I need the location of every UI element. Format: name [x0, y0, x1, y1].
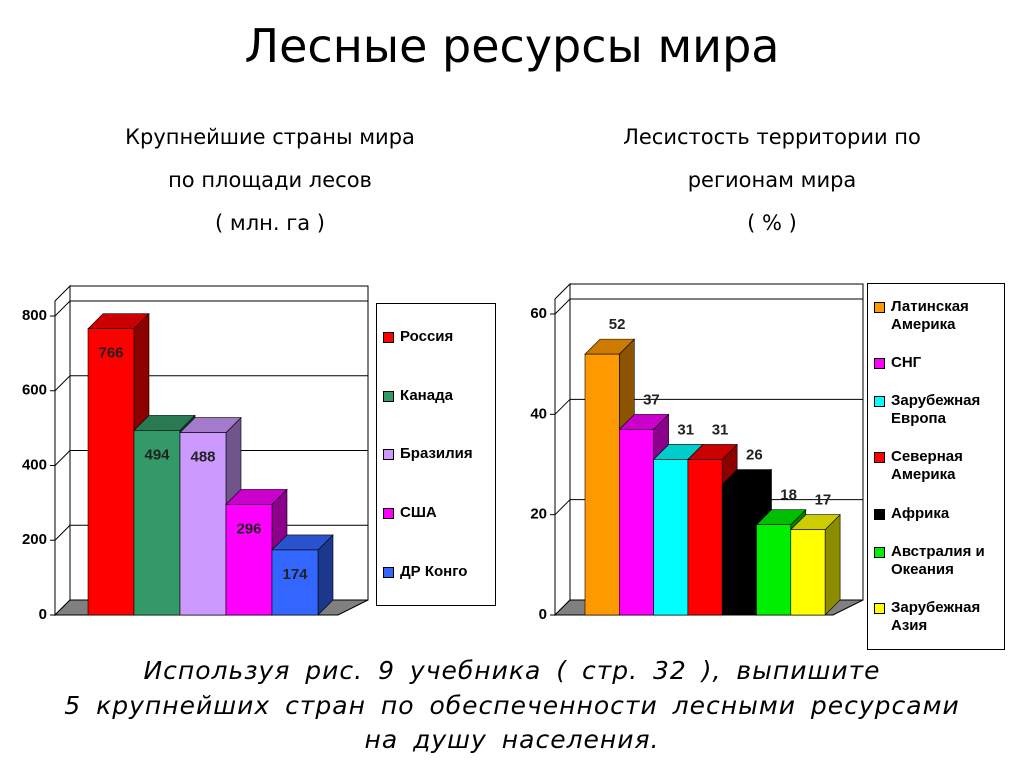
- legend-swatch: [874, 452, 885, 464]
- bar: [790, 529, 826, 616]
- grid-line: [54, 300, 71, 317]
- y-tick-label: 200: [22, 531, 47, 548]
- grid-line: [54, 450, 71, 466]
- legend-swatch: [874, 396, 885, 408]
- data-label: 18: [780, 487, 797, 504]
- legend-item: Африка: [874, 505, 998, 523]
- chart-subtitle: Лесистость территории по: [623, 125, 921, 149]
- chart-subtitle: по площади лесов: [168, 168, 372, 192]
- legend-label: США: [400, 504, 437, 522]
- legend-item: Россия: [383, 328, 489, 346]
- bar: [133, 430, 181, 616]
- legend: Россия Канада Бразилия США ДР Конго: [376, 303, 496, 606]
- legend-swatch: [383, 332, 394, 344]
- grid-line: [54, 375, 71, 392]
- task-line: Используя рис. 9 учебника ( стр. 32 ), в…: [143, 656, 881, 685]
- legend-swatch: [874, 546, 885, 558]
- legend-swatch: [874, 508, 885, 520]
- data-label: 296: [236, 520, 261, 537]
- grid-line: [554, 298, 571, 315]
- y-tick-label: 0: [39, 606, 47, 623]
- task-line: 5 крупнейших стран по обеспеченности лес…: [64, 691, 960, 720]
- legend-label: Латинская Америка: [891, 298, 969, 334]
- y-tick-label: 400: [22, 456, 47, 473]
- data-label: 37: [643, 391, 660, 408]
- bar: [756, 524, 792, 616]
- legend-item: ДР Конго: [383, 563, 489, 581]
- legend: Латинская Америка СНГ Зарубежная Европа Сев…: [867, 283, 1005, 650]
- bar: [584, 353, 620, 616]
- bar: [87, 328, 135, 616]
- bar: [271, 549, 319, 616]
- bar: [687, 459, 723, 616]
- legend-label: Австралия и Океания: [891, 542, 985, 578]
- data-label: 488: [190, 449, 215, 466]
- grid-line: [554, 398, 571, 415]
- bar: [618, 429, 654, 616]
- legend-swatch: [383, 566, 394, 578]
- legend-item: Австралия и Океания: [874, 543, 998, 579]
- y-tick-label: 600: [22, 382, 47, 399]
- legend-swatch: [383, 449, 394, 461]
- data-label: 494: [144, 446, 170, 463]
- y-tick-label: 60: [530, 305, 547, 322]
- legend-swatch: [383, 508, 394, 520]
- legend-label: Канада: [400, 386, 453, 404]
- legend-item: Зарубежная Азия: [874, 599, 998, 635]
- data-label: 52: [609, 316, 626, 333]
- bar-side: [824, 513, 841, 616]
- legend-item: США: [383, 504, 489, 522]
- y-tick-label: 0: [539, 606, 547, 623]
- legend-label: СНГ: [891, 354, 922, 372]
- legend-item: Латинская Америка: [874, 298, 998, 334]
- legend-swatch: [874, 602, 885, 614]
- legend-label: Зарубежная Азия: [891, 598, 981, 634]
- bar: [653, 459, 689, 616]
- grid-line: [554, 499, 571, 516]
- chart-subtitle: регионам мира: [688, 168, 857, 192]
- data-label: 174: [282, 566, 308, 583]
- y-tick-label: 20: [530, 506, 547, 523]
- chart-subtitle: Крупнейшие страны мира: [125, 125, 415, 149]
- legend-swatch: [874, 358, 885, 370]
- legend-label: Зарубежная Европа: [891, 392, 981, 428]
- data-label: 31: [677, 421, 694, 438]
- y-tick-label: 800: [22, 307, 47, 324]
- grid-line: [54, 524, 71, 541]
- legend-label: Северная Америка: [891, 448, 963, 484]
- bar: [721, 484, 757, 616]
- side-wall: [54, 284, 71, 617]
- y-tick-label: 40: [530, 405, 547, 422]
- data-label: 766: [98, 345, 123, 362]
- legend-item: Зарубежная Европа: [874, 392, 998, 428]
- data-label: 31: [712, 421, 729, 438]
- legend-item: Бразилия: [383, 445, 489, 463]
- legend-label: ДР Конго: [400, 562, 468, 580]
- legend-item: Северная Америка: [874, 448, 998, 484]
- legend-item: Канада: [383, 387, 489, 405]
- chart-subtitle: ( млн. га ): [215, 211, 325, 235]
- chart-subtitle: ( % ): [747, 211, 797, 235]
- legend-swatch: [383, 390, 394, 402]
- task-line: на душу населения.: [364, 725, 660, 754]
- legend-label: Бразилия: [400, 445, 473, 463]
- data-label: 26: [746, 447, 763, 464]
- bar: [225, 504, 273, 616]
- legend-item: СНГ: [874, 354, 998, 372]
- slide-title: Лесные ресурсы мира: [245, 19, 780, 73]
- legend-swatch: [874, 302, 885, 314]
- legend-label: Африка: [891, 504, 950, 522]
- data-label: 17: [815, 492, 832, 509]
- side-wall: [554, 282, 571, 617]
- legend-label: Россия: [400, 328, 454, 346]
